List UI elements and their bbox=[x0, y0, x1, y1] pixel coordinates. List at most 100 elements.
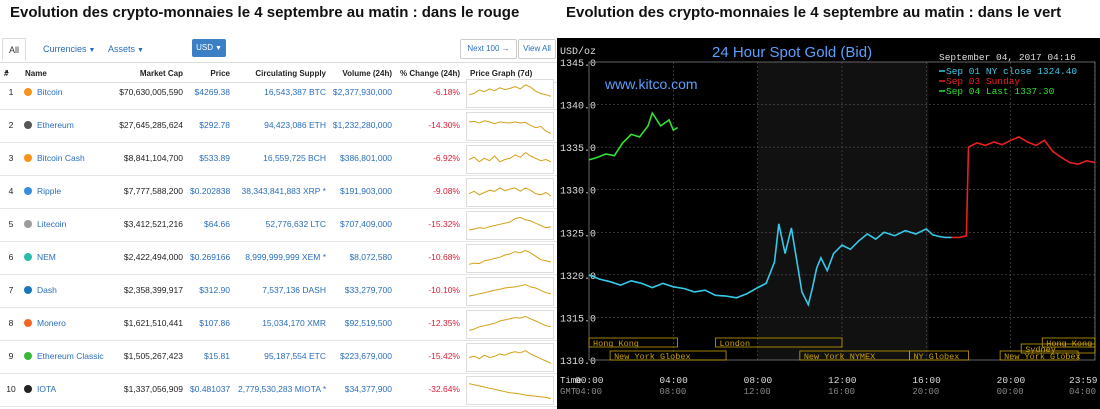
supply-link[interactable]: 94,423,086 ETH bbox=[264, 120, 326, 130]
table-row[interactable]: 5 Litecoin $3,412,521,216 $64.66 52,776,632 … bbox=[0, 208, 557, 242]
table-row[interactable]: 3 Bitcoin Cash $8,841,104,700 $533.89 16,559… bbox=[0, 142, 557, 176]
volume-link[interactable]: $33,279,700 bbox=[344, 285, 392, 295]
coin-name-link[interactable]: IOTA bbox=[37, 384, 57, 394]
x-tick-label: 23:59 bbox=[1069, 375, 1098, 386]
coin-name-link[interactable]: Monero bbox=[37, 318, 66, 328]
coin-name-link[interactable]: Ripple bbox=[37, 186, 62, 196]
chevron-down-icon: ▼ bbox=[137, 47, 144, 54]
volume-link[interactable]: $8,072,580 bbox=[349, 252, 392, 262]
time-axis-label: Time bbox=[560, 376, 582, 386]
supply-link[interactable]: 16,559,725 BCH bbox=[263, 153, 326, 163]
market-cap-cell: $2,422,494,000 bbox=[123, 252, 183, 262]
price-link[interactable]: $64.66 bbox=[204, 219, 230, 229]
coin-name-link[interactable]: Litecoin bbox=[37, 219, 67, 229]
volume-link[interactable]: $34,377,900 bbox=[344, 384, 392, 394]
supply-link[interactable]: 2,779,530,283 MIOTA * bbox=[238, 384, 327, 394]
sparkline-chart[interactable] bbox=[466, 343, 554, 372]
price-link[interactable]: $312.90 bbox=[199, 285, 230, 295]
col-name[interactable]: Name bbox=[25, 69, 47, 78]
unit-label: USD/oz bbox=[560, 46, 596, 58]
table-row[interactable]: 9 Ethereum Classic $1,505,267,423 $15.81 95,… bbox=[0, 340, 557, 374]
col-market-cap[interactable]: Market Cap bbox=[139, 69, 183, 78]
crypto-table-panel: All Currencies ▼ Assets ▼ USD ▼ Next 100 → … bbox=[0, 38, 557, 409]
table-row[interactable]: 1 Bitcoin $70,630,005,590 $4269.38 16,543,38… bbox=[0, 76, 557, 110]
table-row[interactable]: 10 IOTA $1,337,056,909 $0.481037 2,779,530,2… bbox=[0, 373, 557, 407]
coin-name-link[interactable]: Ethereum bbox=[37, 120, 74, 130]
sparkline-line bbox=[468, 350, 552, 364]
session-band bbox=[1041, 337, 1096, 348]
price-link[interactable]: $107.86 bbox=[199, 318, 230, 328]
sparkline-chart[interactable] bbox=[466, 211, 554, 240]
coin-name-link[interactable]: Bitcoin Cash bbox=[37, 153, 85, 163]
tab-all[interactable]: All bbox=[2, 38, 27, 61]
bitcoin-icon bbox=[24, 88, 32, 96]
supply-link[interactable]: 95,187,554 ETC bbox=[264, 351, 326, 361]
supply-link[interactable]: 8,999,999,999 XEM * bbox=[245, 252, 326, 262]
volume-link[interactable]: $2,377,930,000 bbox=[332, 87, 392, 97]
currency-select-button[interactable]: USD ▼ bbox=[192, 39, 226, 57]
supply-link[interactable]: 7,537,136 DASH bbox=[262, 285, 326, 295]
coin-name-link[interactable]: Bitcoin bbox=[37, 87, 63, 97]
coin-name-link[interactable]: Dash bbox=[37, 285, 57, 295]
change-cell: -9.08% bbox=[433, 186, 460, 196]
price-link[interactable]: $0.481037 bbox=[190, 384, 231, 394]
volume-link[interactable]: $223,679,000 bbox=[340, 351, 392, 361]
sparkline-chart[interactable] bbox=[466, 79, 554, 108]
col-price[interactable]: Price bbox=[210, 69, 230, 78]
col-change[interactable]: % Change (24h) bbox=[400, 69, 461, 78]
volume-link[interactable]: $386,801,000 bbox=[340, 153, 392, 163]
rank-cell: 10 bbox=[6, 384, 16, 394]
sparkline-chart[interactable] bbox=[466, 145, 554, 174]
sparkline-chart[interactable] bbox=[466, 178, 554, 207]
volume-link[interactable]: $191,903,000 bbox=[340, 186, 392, 196]
view-all-button[interactable]: View All bbox=[518, 39, 556, 59]
next-100-button[interactable]: Next 100 → bbox=[460, 39, 517, 59]
table-row[interactable]: 2 Ethereum $27,645,285,624 $292.78 94,423,08… bbox=[0, 109, 557, 143]
price-link[interactable]: $0.269166 bbox=[190, 252, 231, 262]
sparkline-chart[interactable] bbox=[466, 310, 554, 339]
coin-name-link[interactable]: Ethereum Classic bbox=[37, 351, 104, 361]
sparkline-chart[interactable] bbox=[466, 112, 554, 141]
price-link[interactable]: $292.78 bbox=[199, 120, 230, 130]
volume-link[interactable]: $1,232,280,000 bbox=[332, 120, 392, 130]
supply-link[interactable]: 16,543,387 BTC bbox=[264, 87, 326, 97]
supply-link[interactable]: 38,343,841,883 XRP * bbox=[241, 186, 326, 196]
price-link[interactable]: $15.81 bbox=[204, 351, 230, 361]
table-row[interactable]: 4 Ripple $7,777,588,200 $0.202838 38,343,841… bbox=[0, 175, 557, 209]
table-row[interactable]: 8 Monero $1,621,510,441 $107.86 15,034,170 X… bbox=[0, 307, 557, 341]
supply-link[interactable]: 15,034,170 XMR bbox=[262, 318, 326, 328]
tab-assets-label: Assets bbox=[108, 44, 136, 54]
gmt-tick-label: 04:00 bbox=[1069, 387, 1096, 397]
volume-link[interactable]: $707,409,000 bbox=[340, 219, 392, 229]
sparkline-chart[interactable] bbox=[466, 244, 554, 273]
supply-link[interactable]: 52,776,632 LTC bbox=[265, 219, 326, 229]
tab-currencies-label: Currencies bbox=[43, 44, 87, 54]
table-row[interactable]: 7 Dash $2,358,399,917 $312.90 7,537,136 DASH… bbox=[0, 274, 557, 308]
x-tick-label: 12:00 bbox=[828, 375, 857, 386]
col-rank-label: # bbox=[4, 69, 9, 78]
table-row[interactable]: 6 NEM $2,422,494,000 $0.269166 8,999,999,999… bbox=[0, 241, 557, 275]
change-cell: -6.18% bbox=[433, 87, 460, 97]
rank-cell: 1 bbox=[8, 87, 14, 97]
price-link[interactable]: $4269.38 bbox=[194, 87, 230, 97]
gmt-axis-label: GMT bbox=[560, 387, 577, 397]
price-link[interactable]: $0.202838 bbox=[190, 186, 231, 196]
sparkline-chart[interactable] bbox=[466, 376, 554, 405]
x-tick-label: 20:00 bbox=[997, 375, 1026, 386]
price-series-line bbox=[588, 111, 679, 161]
coin-name-link[interactable]: NEM bbox=[37, 252, 56, 262]
iota-icon bbox=[24, 385, 32, 393]
session-label: New York Globex bbox=[1004, 352, 1081, 362]
tab-assets[interactable]: Assets ▼ bbox=[108, 44, 144, 54]
sparkline-line bbox=[468, 383, 552, 400]
col-supply[interactable]: Circulating Supply bbox=[255, 69, 326, 78]
x-tick-label: 00:00 bbox=[575, 375, 604, 386]
tab-currencies[interactable]: Currencies ▼ bbox=[43, 44, 95, 54]
price-link[interactable]: $533.89 bbox=[199, 153, 230, 163]
volume-link[interactable]: $92,519,500 bbox=[344, 318, 392, 328]
session-label: Hong Kong bbox=[593, 339, 639, 349]
table-header: ▲ # Name Market Cap Price Circulating Sup… bbox=[0, 62, 557, 83]
col-volume[interactable]: Volume (24h) bbox=[342, 69, 392, 78]
sparkline-chart[interactable] bbox=[466, 277, 554, 306]
ethereum-icon bbox=[24, 121, 32, 129]
